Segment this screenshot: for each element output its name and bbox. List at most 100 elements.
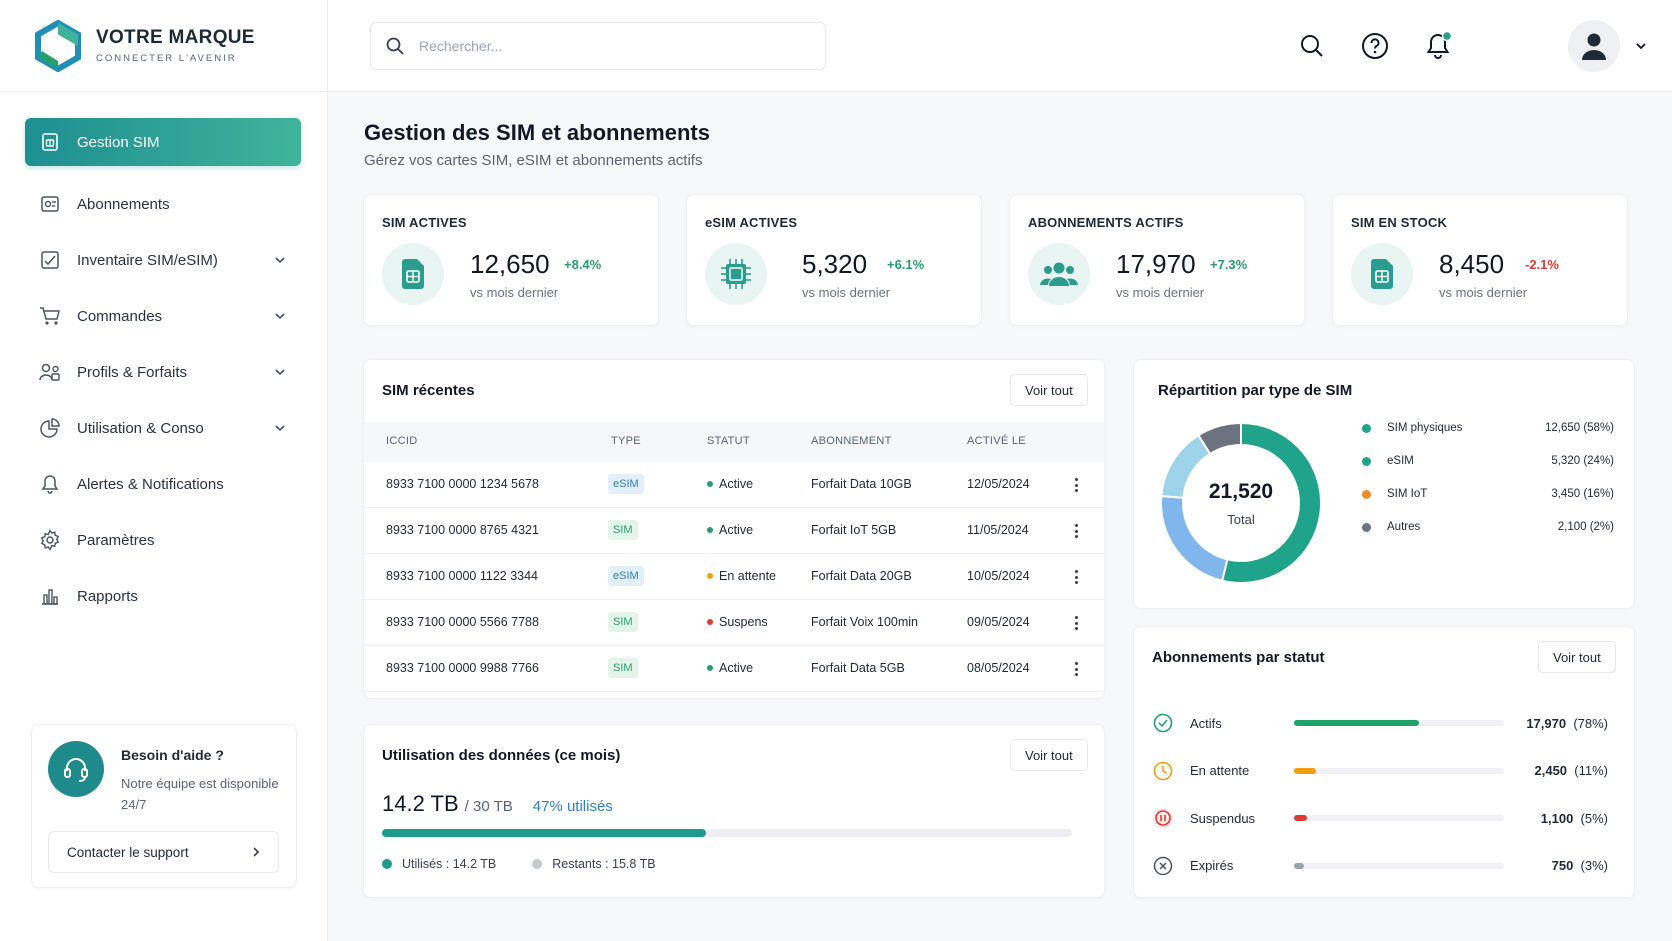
table-row[interactable]: 8933 7100 0000 5566 7788 SIM Suspens Forfai…: [364, 600, 1104, 646]
pause-circle-icon: [1152, 807, 1174, 829]
more-options-icon[interactable]: [1070, 475, 1082, 495]
search-icon[interactable]: [1294, 28, 1330, 64]
kpi-delta: +7.3%: [1210, 257, 1248, 272]
sidebar-item-label: Paramètres: [77, 531, 155, 549]
sidebar-item-rapports[interactable]: Rapports: [25, 572, 301, 620]
brand[interactable]: VOTRE MARQUE CONNECTER L'AVENIR: [0, 0, 327, 92]
status-value: 2,450 (11%): [1504, 763, 1609, 778]
kpi-value: 12,650: [470, 249, 550, 279]
sidebar-item-commandes[interactable]: Commandes: [25, 292, 301, 340]
table-row[interactable]: 8933 7100 0000 8765 4321 SIM Active Forfait…: [364, 508, 1104, 554]
more-options-icon[interactable]: [1070, 567, 1082, 587]
status-row[interactable]: Actifs 17,970 (78%): [1152, 709, 1608, 737]
more-options-icon[interactable]: [1070, 659, 1082, 679]
sidebar-item-label: Alertes & Notifications: [77, 475, 224, 493]
column-header[interactable]: ICCID: [386, 435, 418, 447]
column-header[interactable]: ACTIVÉ LE: [967, 435, 1026, 447]
subscriptions-by-status-card: Abonnements par statut Voir tout Actifs 1…: [1133, 626, 1635, 898]
legend-item[interactable]: eSIM 5,320 (24%): [1362, 451, 1614, 471]
date-cell: 08/05/2024: [967, 661, 1030, 675]
contact-support-button[interactable]: Contacter le support: [48, 831, 279, 873]
search-input[interactable]: [419, 38, 799, 54]
usage-percent: 47% utilisés: [532, 798, 613, 815]
type-badge: SIM: [608, 612, 638, 632]
inventory-icon: [39, 249, 61, 271]
type-badge: eSIM: [608, 566, 644, 586]
status-bar-fill: [1294, 862, 1304, 869]
sidebar-item-parametres[interactable]: Paramètres: [25, 516, 301, 564]
view-all-button[interactable]: Voir tout: [1010, 374, 1088, 406]
bell-icon: [39, 473, 61, 495]
column-header[interactable]: STATUT: [707, 435, 750, 447]
status-row[interactable]: Suspendus 1,100 (5%): [1152, 804, 1608, 832]
status-name: Suspendus: [1190, 810, 1256, 826]
kpi-delta: +8.4%: [564, 257, 602, 272]
chevron-down-icon[interactable]: [273, 421, 287, 435]
kpi-sub: vs mois dernier: [1116, 285, 1205, 300]
sidebar-item-gestion-sim[interactable]: Gestion SIM: [25, 118, 301, 166]
legend-item[interactable]: Autres 2,100 (2%): [1362, 517, 1614, 537]
chevron-down-icon[interactable]: [273, 309, 287, 323]
user-menu[interactable]: [1568, 20, 1648, 72]
sidebar-item-abonnements[interactable]: Abonnements: [25, 180, 301, 228]
legend-value: 12,650 (58%): [1544, 422, 1614, 434]
status-count: 1,100: [1540, 810, 1574, 826]
view-all-button[interactable]: Voir tout: [1010, 739, 1088, 771]
kpi-delta: -2.1%: [1525, 257, 1559, 272]
status-count: 750: [1551, 858, 1574, 873]
status-value: 17,970 (78%): [1504, 716, 1608, 731]
kpi-card-esim-actives: eSIM ACTIVES 5,320 +6.1% vs mois dernier: [686, 194, 982, 326]
type-badge: SIM: [608, 658, 638, 678]
legend-dot: [1362, 456, 1371, 466]
sidebar-item-inventaire[interactable]: Inventaire SIM/eSIM): [25, 236, 301, 284]
table-row[interactable]: 8933 7100 0000 1234 5678 eSIM Active Forfai…: [364, 462, 1104, 508]
usage-progress-track: [382, 829, 1072, 837]
help-icon[interactable]: [1357, 28, 1393, 64]
check-circle-icon: [1152, 712, 1174, 734]
status-row[interactable]: Expirés 750 (3%): [1152, 852, 1608, 880]
chevron-down-icon[interactable]: [273, 365, 287, 379]
legend-item[interactable]: SIM IoT 3,450 (16%): [1362, 484, 1614, 504]
status-pct: (3%): [1580, 858, 1608, 873]
donut-slice-esim[interactable]: [1160, 494, 1229, 582]
brand-logo-icon: [35, 19, 81, 72]
sidebar-item-utilisation[interactable]: Utilisation & Conso: [25, 404, 301, 452]
status-row[interactable]: En attente 2,450 (11%): [1152, 757, 1608, 785]
search-box[interactable]: [370, 22, 826, 70]
more-options-icon[interactable]: [1070, 613, 1082, 633]
legend-name: eSIM: [1387, 455, 1414, 467]
chevron-down-icon[interactable]: [1634, 39, 1648, 53]
sidebar-item-alertes[interactable]: Alertes & Notifications: [25, 460, 301, 508]
sidebar-item-label: Commandes: [77, 307, 163, 325]
status-label: En attente: [719, 569, 776, 583]
donut-slice-autres[interactable]: [1197, 421, 1242, 456]
sidebar-item-profils[interactable]: Profils & Forfaits: [25, 348, 301, 396]
status-cell: Active: [707, 523, 753, 537]
view-all-button[interactable]: Voir tout: [1538, 641, 1616, 673]
legend-item[interactable]: SIM physiques 12,650 (58%): [1362, 418, 1614, 438]
plan-cell: Forfait Data 20GB: [811, 569, 912, 583]
status-dot: [707, 481, 713, 487]
donut-slice-sim-physiques[interactable]: [1220, 421, 1322, 584]
column-header[interactable]: ABONNEMENT: [811, 435, 892, 447]
more-options-icon[interactable]: [1070, 521, 1082, 541]
status-cell: Active: [707, 661, 753, 675]
status-bar-track: [1294, 815, 1504, 821]
table-row[interactable]: 8933 7100 0000 9988 7766 SIM Active Forfait…: [364, 646, 1104, 692]
usage-progress-fill: [382, 829, 707, 837]
iccid-cell: 8933 7100 0000 5566 7788: [386, 615, 539, 629]
kpi-card-abonnements-actifs: ABONNEMENTS ACTIFS 17,970 +7.3% vs mois …: [1009, 194, 1305, 326]
x-circle-icon: [1152, 855, 1174, 877]
date-cell: 12/05/2024: [967, 477, 1030, 491]
help-title: Besoin d'aide ?: [121, 747, 224, 763]
status-bar-track: [1294, 767, 1504, 774]
avatar[interactable]: [1568, 20, 1620, 72]
plan-cell: Forfait Voix 100min: [811, 615, 918, 629]
table-row[interactable]: 8933 7100 0000 1122 3344 eSIM En attente Fo…: [364, 554, 1104, 600]
legend-value: 3,450 (16%): [1551, 488, 1614, 500]
chevron-down-icon[interactable]: [273, 253, 287, 267]
top-header: [328, 0, 1672, 92]
bell-icon[interactable]: [1421, 28, 1457, 64]
table-header: ICCID TYPE STATUT ABONNEMENT ACTIVÉ LE: [364, 422, 1104, 462]
column-header[interactable]: TYPE: [611, 435, 641, 447]
